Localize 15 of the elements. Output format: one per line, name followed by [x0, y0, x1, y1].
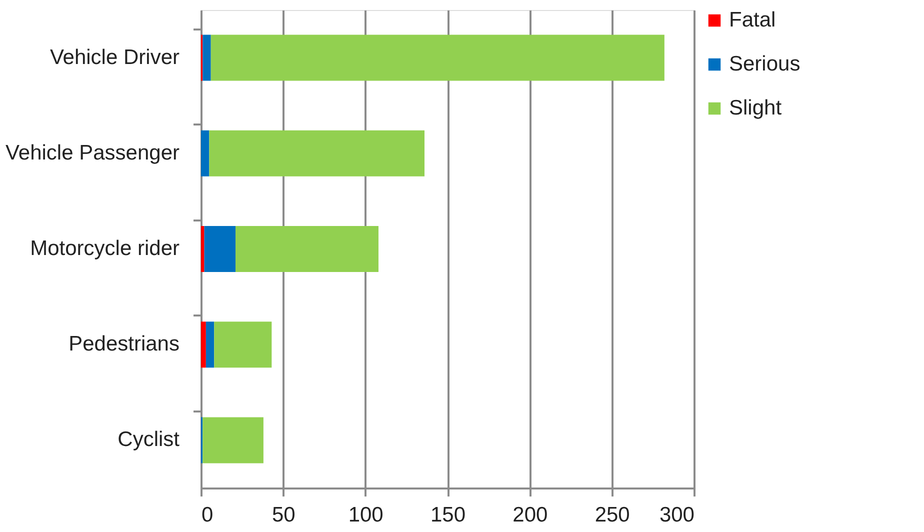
x-tick-label: 50 [272, 504, 296, 526]
legend-label: Serious [729, 52, 800, 76]
x-tick-label: 100 [348, 504, 384, 526]
legend-label: Fatal [729, 8, 776, 32]
y-tick-label: Vehicle Passenger [6, 141, 180, 164]
x-tick-label: 300 [659, 504, 694, 526]
y-tick-label: Cyclist [118, 428, 180, 452]
legend-label: Slight [729, 96, 782, 120]
y-tick-label: Pedestrians [68, 332, 180, 356]
y-tick-label: Motorcycle rider [30, 237, 180, 260]
x-tick-label: 200 [512, 504, 548, 526]
x-tick-label: 150 [430, 504, 466, 526]
x-tick-label: 0 [202, 504, 214, 526]
y-tick-label: Vehicle Driver [50, 46, 180, 69]
x-tick-label: 250 [594, 504, 630, 526]
